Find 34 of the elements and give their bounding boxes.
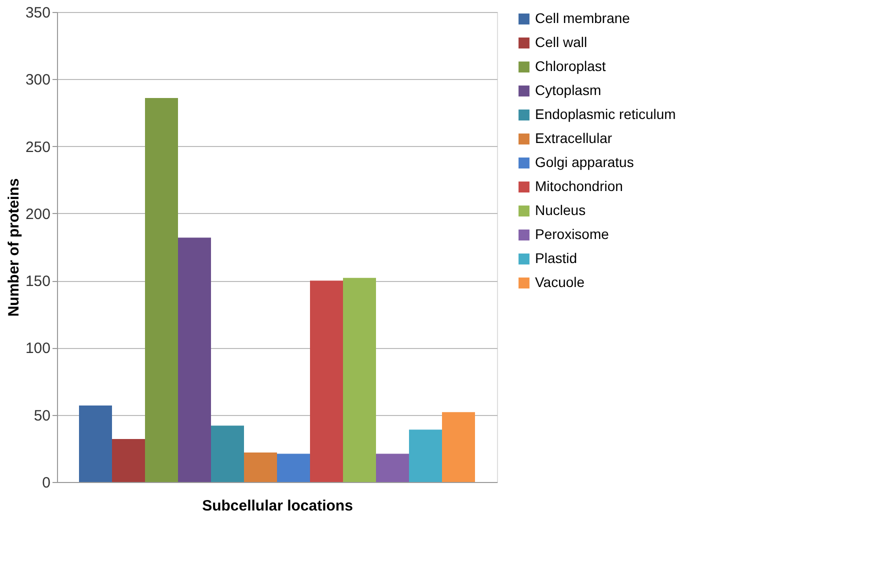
y-tick-label: 250 <box>25 138 50 156</box>
legend-label: Cytoplasm <box>535 82 602 98</box>
x-axis-title: Subcellular locations <box>202 498 353 514</box>
legend-label: Cell membrane <box>535 10 630 26</box>
bar <box>211 426 244 482</box>
bar <box>178 238 211 482</box>
legend-label: Plastid <box>535 250 578 266</box>
legend-label: Mitochondrion <box>535 178 623 194</box>
y-tick-label: 0 <box>42 474 50 492</box>
bar <box>277 454 310 482</box>
bar <box>409 430 442 482</box>
legend-label: Endoplasmic reticulum <box>535 106 676 122</box>
bar <box>343 278 376 482</box>
y-tick-label: 100 <box>25 340 50 358</box>
bar <box>310 280 343 482</box>
bar <box>376 454 409 482</box>
legend-label: Vacuole <box>535 274 585 290</box>
legend-label: Cell wall <box>535 34 588 50</box>
legend-label: Nucleus <box>535 202 586 218</box>
y-tick-label: 300 <box>25 72 50 89</box>
legend-label: Peroxisome <box>535 226 610 242</box>
y-tick-label: 200 <box>25 206 50 223</box>
legend-label: Golgi apparatus <box>535 154 634 170</box>
y-tick-label: 350 <box>25 4 50 22</box>
bar <box>112 439 145 482</box>
bar <box>79 405 112 482</box>
legend-label: Chloroplast <box>535 58 606 74</box>
y-tick-label: 50 <box>34 407 50 424</box>
bar <box>244 452 277 482</box>
y-axis-title: Number of proteins <box>5 178 22 317</box>
legend-label: Extracellular <box>535 130 612 146</box>
bar <box>145 98 178 482</box>
y-tick-label: 150 <box>25 273 50 290</box>
bar <box>442 412 475 482</box>
